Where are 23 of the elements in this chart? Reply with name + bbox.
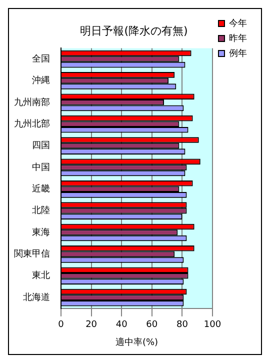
legend-label: 昨年	[229, 32, 247, 44]
y-tick-label: 北海道	[23, 292, 50, 303]
legend-label: 例年	[229, 48, 247, 59]
y-tick-label: 四国	[32, 141, 50, 152]
x-tick-label: 100	[204, 320, 222, 330]
chart-title: 明日予報(降水の有無)	[80, 24, 188, 38]
x-tick-label: 0	[58, 320, 64, 330]
y-tick-label: 沖縄	[32, 75, 50, 86]
y-tick-label: 北陸	[32, 205, 50, 216]
x-axis-title: 適中率(%)	[115, 336, 158, 348]
legend-label: 今年	[229, 18, 247, 29]
y-tick-label: 関東甲信	[14, 248, 50, 260]
y-tick-label: 九州北部	[14, 118, 50, 130]
x-tick-label: 20	[86, 320, 98, 330]
y-tick-label: 東海	[32, 226, 50, 238]
y-tick-label: 九州南部	[14, 96, 50, 108]
y-tick-label: 中国	[32, 162, 50, 173]
y-tick-label: 東北	[32, 270, 50, 282]
x-tick-label: 40	[116, 320, 128, 330]
x-tick-label: 80	[176, 320, 188, 330]
y-tick-label: 近畿	[32, 183, 50, 194]
y-tick-label: 全国	[32, 53, 50, 64]
x-tick-label: 60	[146, 320, 158, 330]
